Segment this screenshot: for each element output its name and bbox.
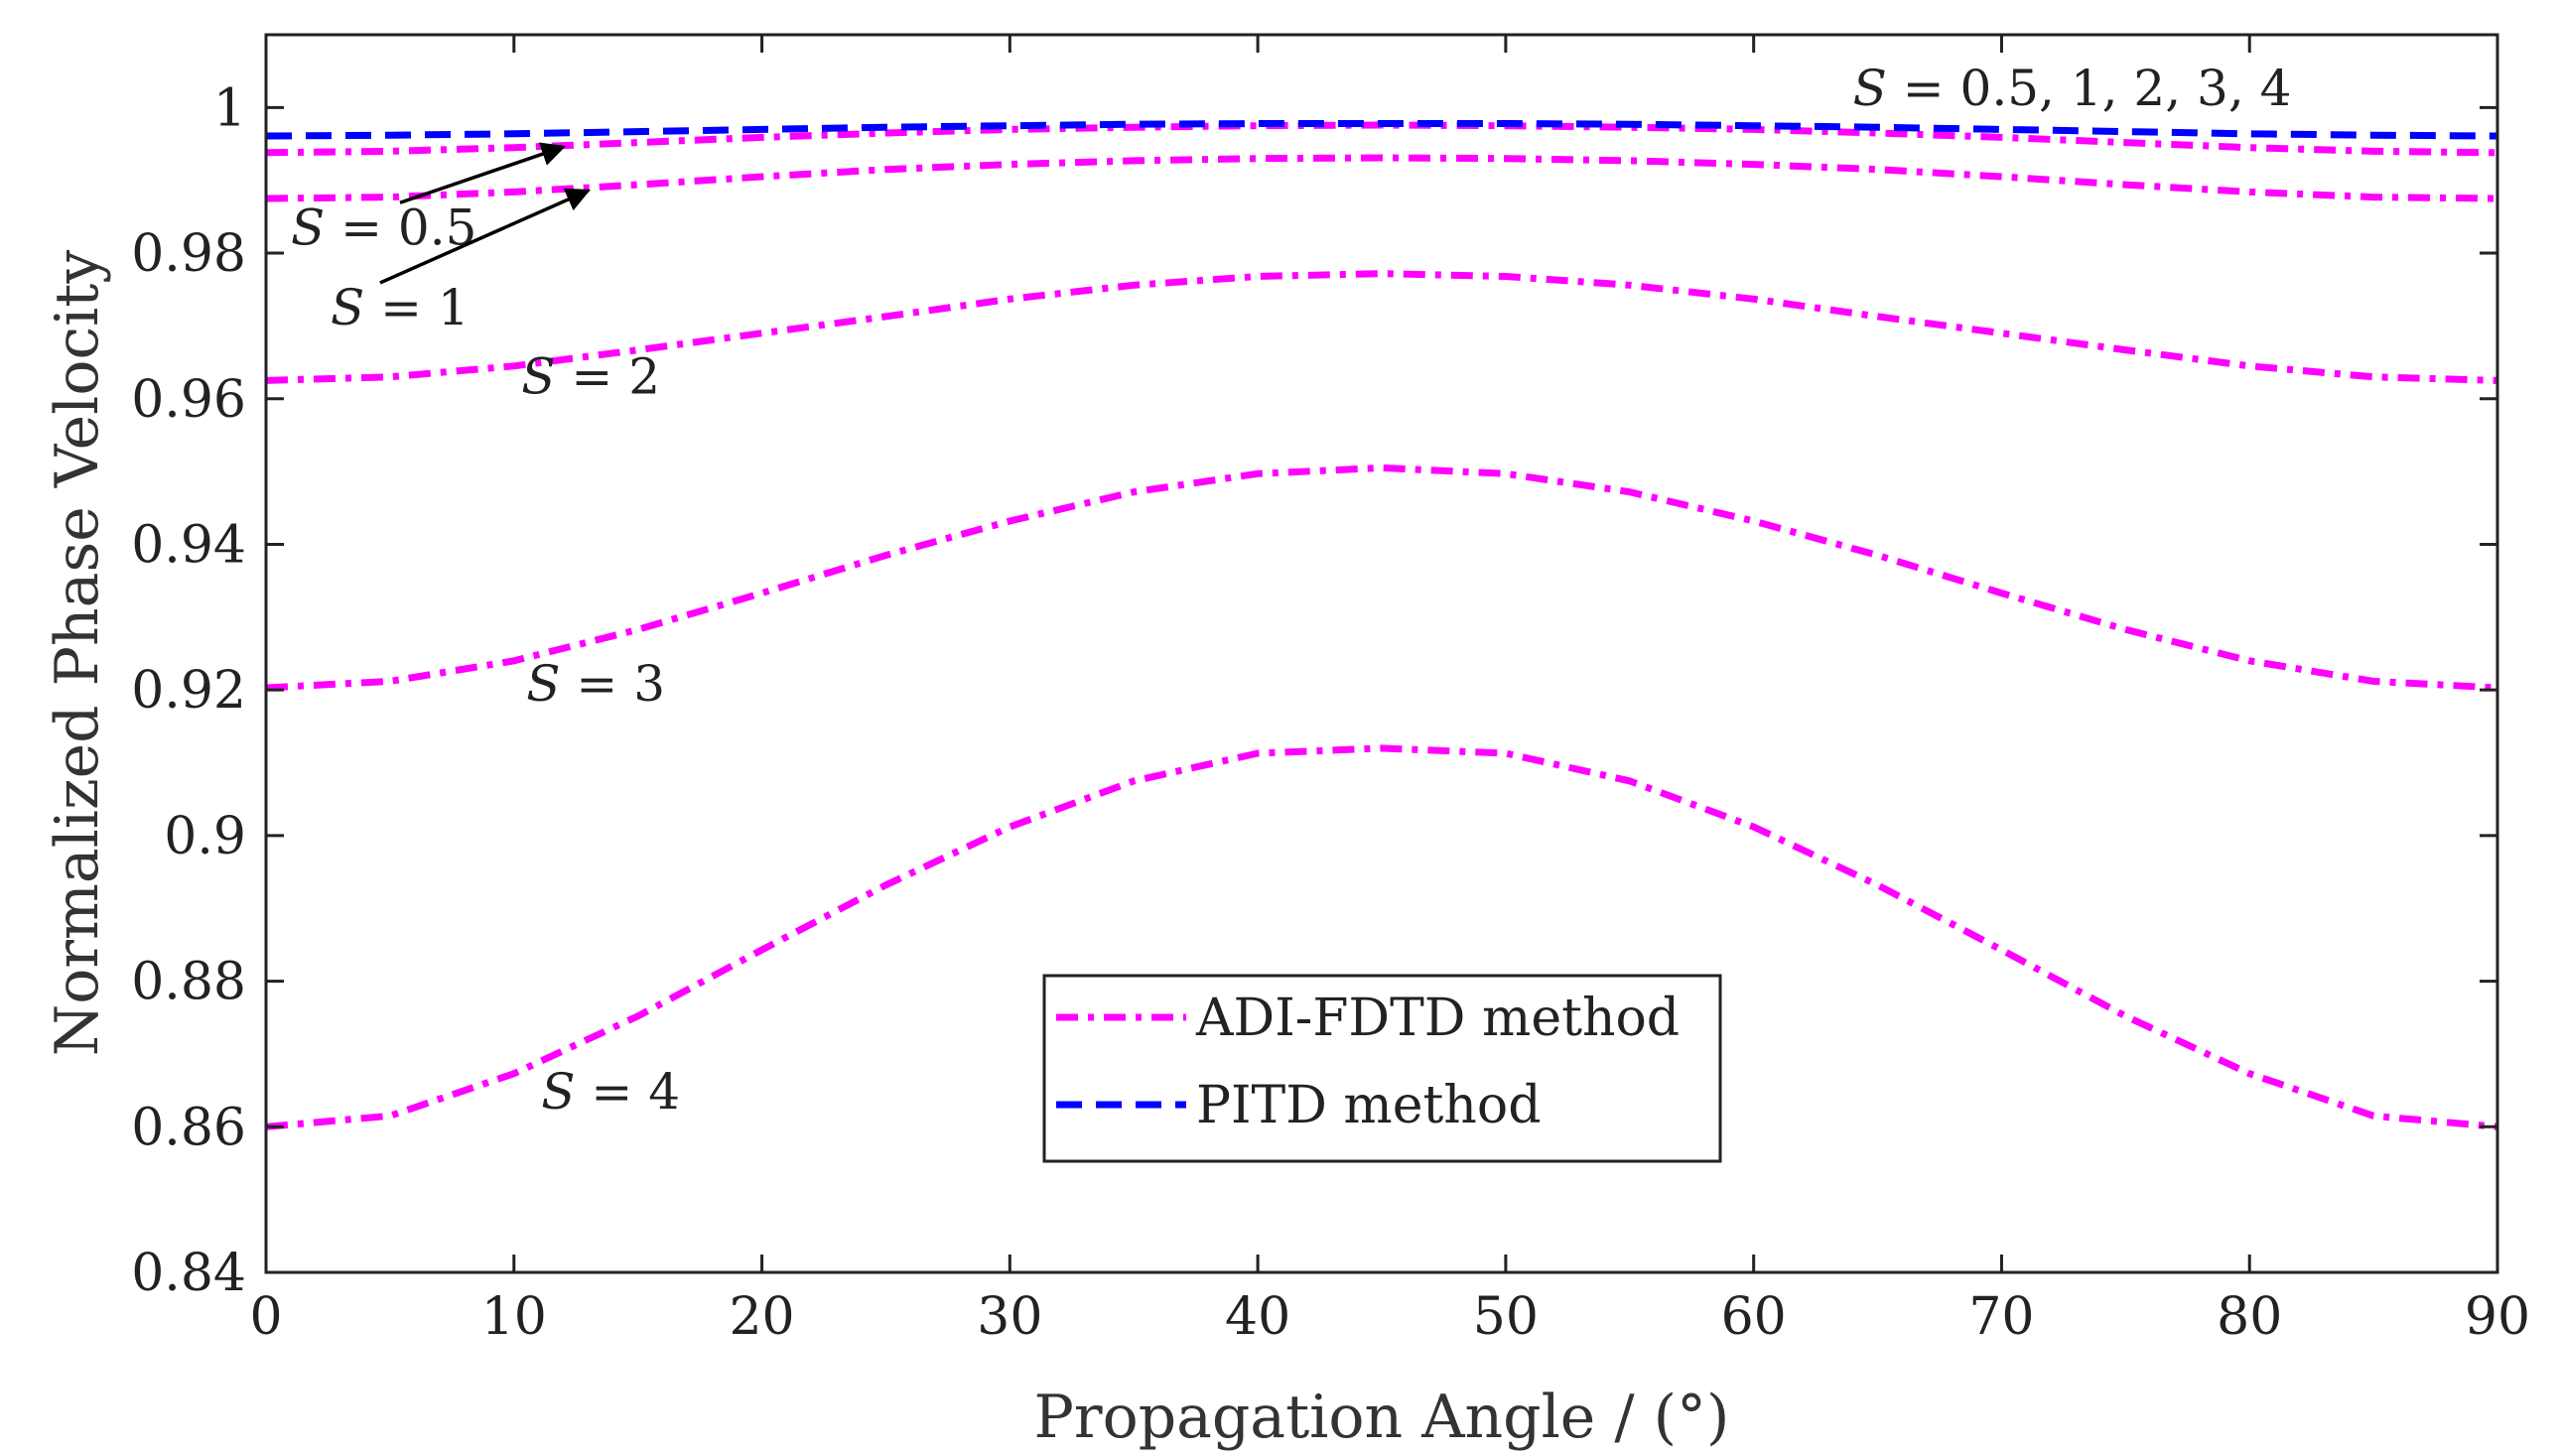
annotation-value: = 0.5, 1, 2, 3, 4 <box>1887 60 2292 117</box>
x-tick-label: 10 <box>481 1287 547 1347</box>
annotation-variable: S <box>331 279 364 336</box>
annotation-label: S = 0.5 <box>291 199 476 256</box>
annotation-layer: S = 0.5, 1, 2, 3, 4S = 0.5S = 1S = 2S = … <box>291 60 2291 1121</box>
x-tick-label: 80 <box>2217 1287 2282 1347</box>
annotation-label: S = 0.5, 1, 2, 3, 4 <box>1853 60 2292 117</box>
annotation-label: S = 1 <box>331 279 470 336</box>
y-axis: 0.84 0.86 0.88 0.9 0.92 0.94 0.96 0.98 1 <box>131 78 2497 1303</box>
legend-label: ADI-FDTD method <box>1195 989 1680 1048</box>
x-tick-label: 50 <box>1473 1287 1539 1347</box>
legend-box <box>1042 974 1722 1163</box>
annotation-value: = 4 <box>576 1063 681 1121</box>
x-tick-label: 60 <box>1721 1287 1787 1347</box>
x-tick-label: 40 <box>1225 1287 1290 1347</box>
series-layer <box>265 120 2498 1130</box>
series-line-adi-fdtd-s-2 <box>265 270 2498 384</box>
y-tick-label: 0.9 <box>164 807 246 866</box>
y-tick-label: 0.84 <box>131 1244 246 1303</box>
annotation-arrow <box>399 142 567 204</box>
series-line-adi-fdtd-s-3 <box>265 463 2498 692</box>
annotation-label: S = 4 <box>541 1063 680 1121</box>
x-tick-label: 20 <box>729 1287 794 1347</box>
x-axis: 0 10 20 30 40 50 60 70 80 90 <box>249 35 2530 1347</box>
annotation-variable: S <box>541 1063 575 1121</box>
annotation-label: S = 2 <box>521 348 660 406</box>
y-axis-title: Normalized Phase Velocity <box>43 250 112 1057</box>
plot-frame <box>264 33 2499 1274</box>
y-tick-label: 0.88 <box>131 953 246 1012</box>
y-tick-label: 0.92 <box>131 661 246 721</box>
legend: ADI-FDTD method PITD method <box>1042 974 1722 1163</box>
annotation-variable: S <box>291 199 325 256</box>
annotation-arrow <box>379 188 591 285</box>
series-line-adi-fdtd-s-1 <box>265 154 2498 202</box>
legend-label: PITD method <box>1196 1076 1542 1135</box>
annotation-value: = 2 <box>556 348 661 406</box>
series-line-pitd-s-0-5-1-2-3-4 <box>265 120 2498 140</box>
y-tick-label: 0.98 <box>131 224 246 284</box>
y-tick-label: 0.96 <box>131 370 246 430</box>
annotation-value: = 3 <box>561 655 666 713</box>
x-tick-label: 0 <box>249 1287 282 1347</box>
series-line-adi-fdtd-s-4 <box>265 744 2498 1130</box>
annotation-value: = 1 <box>364 279 470 336</box>
annotation-variable: S <box>521 348 555 406</box>
x-tick-label: 90 <box>2465 1287 2530 1347</box>
y-tick-label: 0.86 <box>131 1098 246 1157</box>
y-tick-label: 0.94 <box>131 515 246 575</box>
annotation-variable: S <box>526 655 560 713</box>
x-tick-label: 70 <box>1968 1287 2034 1347</box>
y-tick-label: 1 <box>213 78 246 138</box>
annotation-variable: S <box>1853 60 1887 117</box>
x-axis-title: Propagation Angle / (°) <box>1034 1383 1730 1452</box>
annotation-value: = 0.5 <box>325 199 476 256</box>
annotation-label: S = 3 <box>526 655 665 713</box>
x-tick-label: 30 <box>977 1287 1042 1347</box>
